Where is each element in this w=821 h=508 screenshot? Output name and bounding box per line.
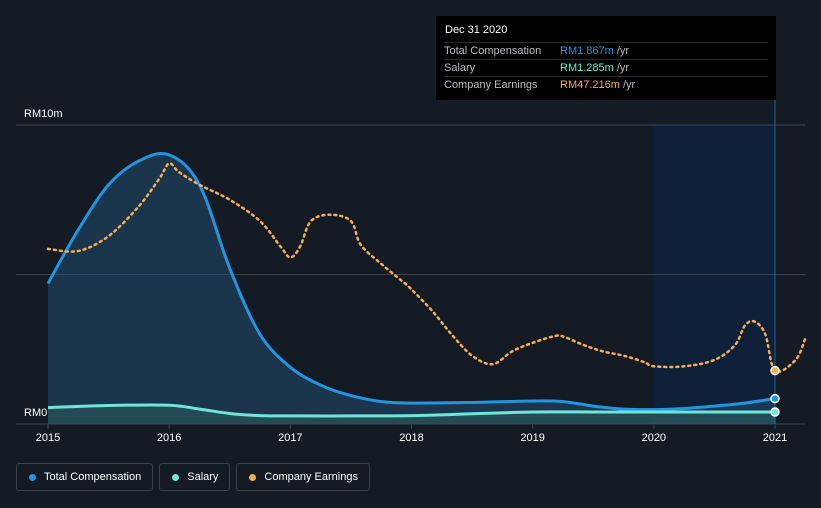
x-tick-label: 2019: [520, 432, 544, 444]
x-tick-label: 2017: [278, 432, 302, 444]
tooltip-label: Total Compensation: [444, 45, 542, 57]
tooltip-date: Dec 31 2020: [445, 24, 508, 36]
legend-label: Salary: [187, 471, 219, 483]
tooltip-value: RM1.285m /yr: [560, 62, 630, 74]
legend-item-total-compensation[interactable]: Total Compensation: [16, 463, 154, 491]
y-tick-label-max: RM10m: [24, 108, 63, 120]
end-markers: [770, 365, 780, 417]
x-tick-label: 2020: [642, 432, 666, 444]
tooltip: Dec 31 2020 Total Compensation RM1.867m …: [436, 16, 776, 100]
x-tick-label: 2018: [399, 432, 423, 444]
tooltip-row-company-earnings: Company Earnings RM47.216m /yr: [444, 76, 768, 94]
legend-label: Total Compensation: [44, 471, 142, 483]
legend-dot-icon: [172, 473, 180, 481]
tooltip-value: RM1.867m /yr: [560, 45, 630, 57]
legend-item-company-earnings[interactable]: Company Earnings: [236, 463, 370, 491]
salary-line: [47, 403, 775, 418]
legend-dot-icon: [249, 473, 257, 481]
legend-dot-icon: [29, 473, 36, 481]
x-tick-label: 2021: [763, 432, 787, 444]
x-tick-label: 2016: [157, 432, 181, 444]
y-tick-label-zero: RM0: [24, 407, 47, 419]
tooltip-label: Company Earnings: [444, 79, 538, 91]
series-layer: [46, 151, 807, 425]
salary-end-marker: [770, 407, 780, 417]
tooltip-value: RM47.216m /yr: [560, 79, 636, 91]
legend: Total Compensation Salary Company Earnin…: [16, 463, 370, 491]
company-earnings-end-marker: [770, 365, 780, 376]
company-earnings-line: [46, 162, 807, 373]
total-compensation-end-marker: [770, 393, 780, 404]
total-compensation-line: [46, 151, 776, 412]
tooltip-row-salary: Salary RM1.285m /yr: [444, 59, 768, 77]
x-axis: 2015 2016 2017 2018 2019 2020 2021: [36, 424, 787, 444]
tooltip-label: Salary: [444, 62, 476, 74]
legend-label: Company Earnings: [264, 471, 358, 483]
total-compensation-area: [48, 153, 775, 425]
tooltip-row-total-compensation: Total Compensation RM1.867m /yr: [444, 42, 768, 60]
x-tick-label: 2015: [36, 432, 60, 444]
salary-area: [48, 404, 775, 424]
legend-item-salary[interactable]: Salary: [159, 463, 231, 491]
